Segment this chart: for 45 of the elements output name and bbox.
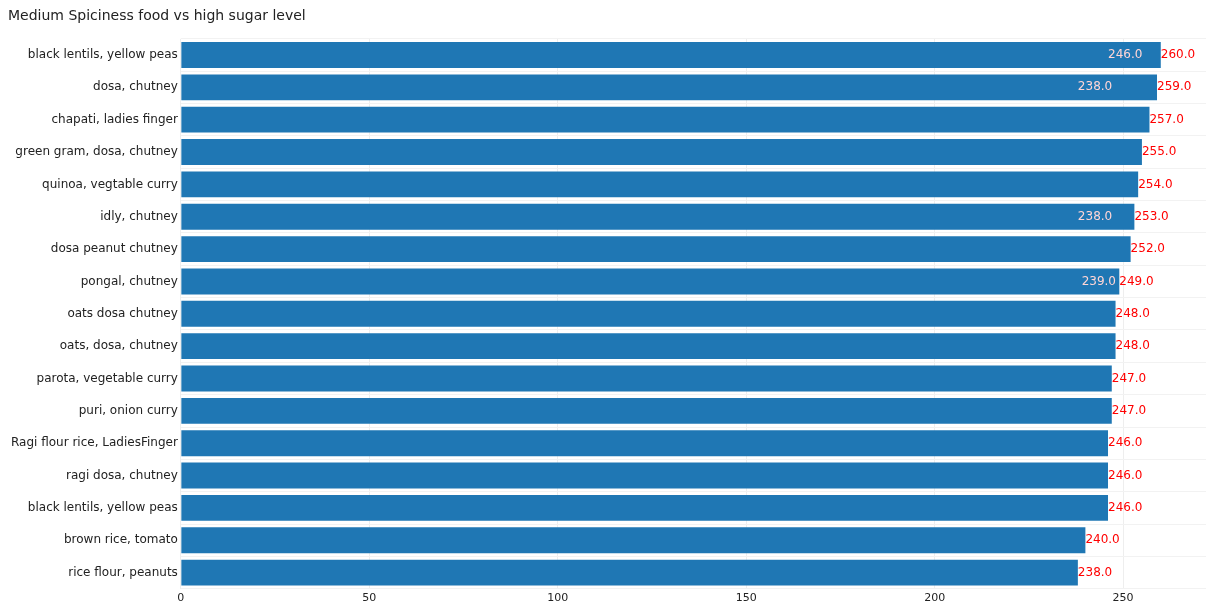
y-tick-label: idly, chutney xyxy=(100,208,178,223)
y-tick-label: parota, vegetable curry xyxy=(36,370,178,385)
y-tick-label: pongal, chutney xyxy=(80,273,178,288)
data-label: 238.0 xyxy=(1077,564,1113,579)
data-label: 248.0 xyxy=(1115,305,1150,320)
x-tick-label: 200 xyxy=(924,591,946,605)
data-label: 259.0 xyxy=(1157,79,1192,94)
y-tick-label: black lentils, yellow peas xyxy=(27,47,178,62)
data-label: 249.0 xyxy=(1119,273,1154,288)
annotation: 239.0 xyxy=(1081,273,1116,288)
data-label: 254.0 xyxy=(1138,176,1173,191)
y-tick-label: Ragi flour rice, LadiesFinger xyxy=(10,435,178,450)
y-tick-label: puri, onion curry xyxy=(78,402,178,417)
annotation: 246.0 xyxy=(1108,47,1143,62)
y-tick-label: ragi dosa, chutney xyxy=(65,467,178,482)
data-label: 246.0 xyxy=(1108,500,1143,515)
data-label: 257.0 xyxy=(1149,111,1184,126)
x-tick-label: 100 xyxy=(547,591,569,605)
data-label: 253.0 xyxy=(1134,208,1169,223)
annotation: 238.0 xyxy=(1077,79,1113,94)
y-tick-label: dosa peanut chutney xyxy=(50,241,178,256)
y-tick-label: brown rice, tomato xyxy=(63,532,178,547)
x-tick-label: 0 xyxy=(177,591,185,605)
x-tick-label: 50 xyxy=(362,591,377,605)
x-tick-label: 250 xyxy=(1112,591,1134,605)
x-tick-label: 150 xyxy=(735,591,757,605)
data-label: 252.0 xyxy=(1130,241,1165,256)
data-label: 248.0 xyxy=(1115,338,1150,353)
data-label: 240.0 xyxy=(1085,532,1120,547)
y-tick-label: quinoa, vegtable curry xyxy=(42,176,178,191)
y-tick-label: green gram, dosa, chutney xyxy=(15,144,178,159)
y-tick-label: rice flour, peanuts xyxy=(68,564,178,579)
chart-title: Medium Spiciness food vs high sugar level xyxy=(8,7,306,24)
data-label: 246.0 xyxy=(1108,435,1143,450)
data-label: 255.0 xyxy=(1141,144,1177,159)
data-label: 247.0 xyxy=(1111,370,1147,385)
y-tick-label: dosa, chutney xyxy=(93,79,178,94)
y-tick-label: oats, dosa, chutney xyxy=(59,338,178,353)
data-label: 247.0 xyxy=(1111,402,1147,417)
y-tick-label: oats dosa chutney xyxy=(67,305,178,320)
data-label: 260.0 xyxy=(1160,47,1196,62)
data-label: 246.0 xyxy=(1108,467,1143,482)
y-tick-label: chapati, ladies finger xyxy=(51,111,178,126)
y-tick-label: black lentils, yellow peas xyxy=(27,500,178,515)
annotation: 238.0 xyxy=(1077,208,1113,223)
